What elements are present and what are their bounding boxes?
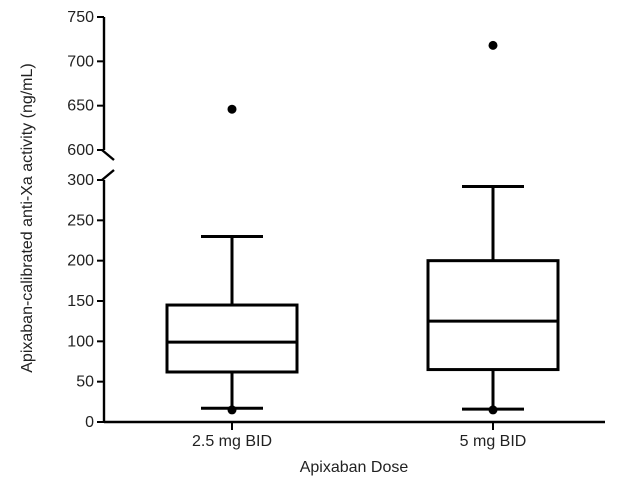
outlier-point xyxy=(488,405,498,415)
y-axis-break-upper xyxy=(101,149,115,161)
y-tick-label: 50 xyxy=(76,374,94,391)
y-tick-label: 650 xyxy=(67,98,94,115)
x-tick-label: 2.5 mg BID xyxy=(192,433,272,450)
y-tick-label: 250 xyxy=(67,212,94,229)
y-tick-label: 150 xyxy=(67,293,94,310)
y-tick-label: 700 xyxy=(67,53,94,70)
outlier-point xyxy=(488,40,498,50)
y-tick-label: 750 xyxy=(67,9,94,26)
outlier-point xyxy=(227,104,237,114)
y-tick-label: 300 xyxy=(67,172,94,189)
iqr-box xyxy=(426,259,560,372)
y-axis-title-group: Apixaban-calibrated anti-Xa activity (ng… xyxy=(19,63,36,372)
y-tick-label: 600 xyxy=(67,142,94,159)
iqr-box xyxy=(165,303,299,374)
box-group xyxy=(426,40,560,415)
y-axis-title: Apixaban-calibrated anti-Xa activity (ng… xyxy=(19,63,36,372)
box-group xyxy=(165,104,299,415)
outlier-point xyxy=(227,405,237,415)
y-tick-label: 200 xyxy=(67,253,94,270)
x-axis-title: Apixaban Dose xyxy=(300,459,409,476)
x-tick-label: 5 mg BID xyxy=(460,433,527,450)
box-plot-marks xyxy=(165,40,560,415)
y-tick-label: 100 xyxy=(67,333,94,350)
x-tick-group: 2.5 mg BID 5 mg BID xyxy=(192,422,526,450)
y-axis-break-lower xyxy=(101,169,115,181)
y-tick-group: 0 50 100 150 200 250 300 600 650 700 750 xyxy=(67,9,104,431)
y-tick-label: 0 xyxy=(85,414,94,431)
